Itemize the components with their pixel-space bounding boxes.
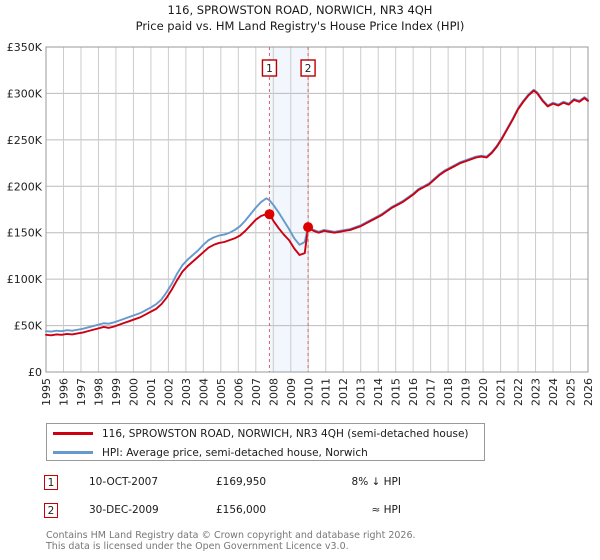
chart-legend: 116, SPROWSTON ROAD, NORWICH, NR3 4QH (s…	[46, 423, 485, 461]
x-axis-tick-label: 1998	[92, 378, 105, 406]
x-axis-tick-label: 1995	[40, 378, 53, 406]
y-axis-tick-label: £100K	[7, 273, 43, 286]
x-axis-tick-label: 2012	[337, 378, 350, 406]
legend-swatch-hpi	[53, 451, 93, 454]
legend-item-price-paid: 116, SPROWSTON ROAD, NORWICH, NR3 4QH (s…	[47, 424, 484, 443]
x-axis-tick-label: 2001	[145, 378, 158, 406]
x-axis-tick-label: 2026	[582, 378, 595, 406]
x-axis-tick-label: 1999	[110, 378, 123, 406]
y-axis-tick-label: £200K	[7, 180, 43, 193]
y-axis-tick-label: £150K	[7, 227, 43, 240]
x-axis-tick-label: 2021	[495, 378, 508, 406]
x-axis-tick-label: 2022	[512, 378, 525, 406]
y-axis-tick-label: £50K	[14, 320, 43, 333]
marker-label-text: 2	[305, 63, 312, 75]
transactions-table: 1 10-OCT-2007 £169,950 8% ↓ HPI 2 30-DEC-2009…	[44, 472, 474, 528]
x-axis-tick-label: 2010	[302, 378, 315, 406]
x-axis-tick-label: 2017	[425, 378, 438, 406]
x-axis-tick-label: 2018	[442, 378, 455, 406]
series-line	[45, 88, 589, 333]
x-axis-tick-label: 2023	[530, 378, 543, 406]
y-axis-tick-label: £300K	[7, 87, 43, 100]
plot-area: £0 £50K £100K £150K £200K £250K £300K £350K 1995…	[7, 41, 595, 406]
legend-swatch-price-paid	[53, 432, 93, 435]
x-axis-tick-label: 2013	[355, 378, 368, 406]
x-axis-tick-label: 2008	[267, 378, 280, 406]
x-axis-tick-label: 2014	[372, 378, 385, 406]
transaction-hpi-delta: 8% ↓ HPI	[351, 476, 401, 488]
transaction-price: £156,000	[216, 504, 267, 516]
series-line	[45, 89, 589, 337]
x-axis-tick-label: 2011	[320, 378, 333, 406]
page-subtitle: Price paid vs. HM Land Registry's House …	[135, 19, 465, 33]
status-badge: 2	[44, 503, 58, 518]
transaction-date: 10-OCT-2007	[89, 476, 158, 488]
x-axis-tick-label: 2024	[547, 378, 560, 406]
legend-item-hpi: HPI: Average price, semi-detached house,…	[47, 443, 484, 462]
page-title: 116, SPROWSTON ROAD, NORWICH, NR3 4QH	[167, 3, 433, 17]
x-axis-tick-label: 2003	[180, 378, 193, 406]
footer-line-2: This data is licensed under the Open Gov…	[46, 541, 349, 552]
x-axis-tick-label: 2025	[565, 378, 578, 406]
x-axis-tick-label: 2016	[407, 378, 420, 406]
y-axis-tick-label: £0	[28, 366, 42, 379]
status-badge: 1	[44, 475, 58, 490]
x-axis-tick-label: 2000	[127, 378, 140, 406]
sale-point-marker[interactable]	[303, 222, 314, 233]
x-axis-tick-label: 2006	[232, 378, 245, 406]
plot-frame	[45, 46, 589, 373]
y-axis-tick-label: £350K	[7, 41, 43, 54]
x-axis-tick-label: 2005	[215, 378, 228, 406]
transaction-price: £169,950	[216, 476, 267, 488]
x-axis-tick-label: 2020	[477, 378, 490, 406]
highlight-band	[269, 47, 309, 372]
y-axis-tick-label: £250K	[7, 134, 43, 147]
x-axis-tick-label: 2004	[197, 378, 210, 406]
footer-line-1: Contains HM Land Registry data © Crown c…	[46, 530, 416, 541]
table-row: 1 10-OCT-2007 £169,950 8% ↓ HPI	[44, 472, 474, 500]
legend-label-price-paid: 116, SPROWSTON ROAD, NORWICH, NR3 4QH (s…	[102, 427, 469, 440]
x-axis-tick-label: 2019	[460, 378, 473, 406]
legend-label-hpi: HPI: Average price, semi-detached house,…	[102, 446, 368, 459]
x-axis-tick-label: 1996	[57, 378, 70, 406]
x-axis-tick-label: 2015	[390, 378, 403, 406]
marker-label-box[interactable]	[300, 59, 316, 77]
x-axis-tick-label: 2009	[285, 378, 298, 406]
x-axis-tick-label: 1997	[75, 378, 88, 406]
transaction-date: 30-DEC-2009	[89, 504, 159, 516]
table-row: 2 30-DEC-2009 £156,000 ≈ HPI	[44, 500, 474, 528]
chart-title-block: 116, SPROWSTON ROAD, NORWICH, NR3 4QH Pr…	[0, 2, 600, 34]
marker-label-text: 1	[266, 63, 273, 75]
transaction-hpi-delta: ≈ HPI	[371, 504, 401, 516]
footer-attribution: Contains HM Land Registry data © Crown c…	[46, 530, 566, 552]
x-axis-tick-label: 2002	[162, 378, 175, 406]
marker-label-box[interactable]	[261, 59, 278, 77]
sale-point-marker[interactable]	[264, 209, 275, 220]
x-axis-tick-label: 2007	[250, 378, 263, 406]
